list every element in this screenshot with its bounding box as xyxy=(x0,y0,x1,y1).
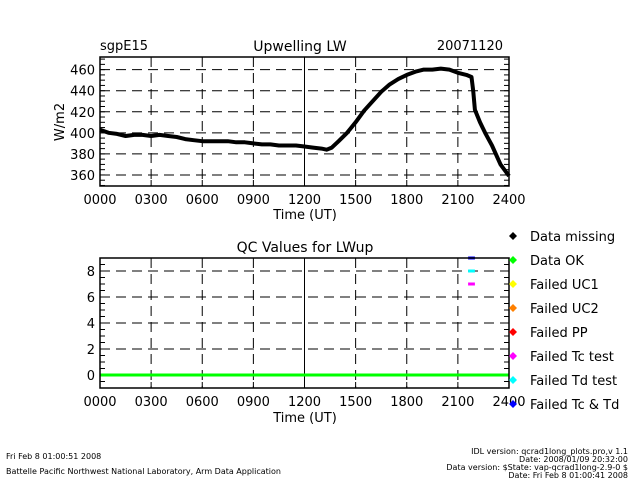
qc-frame xyxy=(99,257,510,389)
legend-label: Failed UC1 xyxy=(530,278,599,293)
top-x-tick-label: 0300 xyxy=(135,193,168,208)
footer-data-date: Date: Fri Feb 8 01:00:41 2008 xyxy=(508,471,628,480)
qc-legend: Data missing Data OK Failed UC1 Failed UC2 F… xyxy=(509,230,619,413)
qc-y-tick-label: 0 xyxy=(87,369,95,384)
top-x-tick-label: 2400 xyxy=(492,193,525,208)
footer-org: Battelle Pacific Northwest National Labo… xyxy=(6,467,281,476)
qc-x-tick-label: 0000 xyxy=(83,395,116,410)
qc-y-tick-label: 8 xyxy=(87,265,95,280)
legend-marker-icon xyxy=(509,256,517,264)
footer-idl-date: Date: 2008/01/09 20:32:00 xyxy=(519,455,628,464)
date-label: 20071120 xyxy=(437,39,503,54)
qc-x-tick-label: 0900 xyxy=(237,395,270,410)
top-plot: 0000 0300 0600 0900 1200 1500 1800 2100 2400 360 3… xyxy=(70,56,526,208)
top-frame xyxy=(99,56,510,187)
top-y-axis-label: W/m2 xyxy=(53,103,68,141)
series-lwup xyxy=(99,66,511,178)
legend-marker-icon xyxy=(509,400,517,408)
top-x-axis-label: Time (UT) xyxy=(272,208,337,223)
qc-x-tick-label: 1800 xyxy=(390,395,423,410)
legend-marker-icon xyxy=(509,328,517,336)
legend-label: Failed Tc & Td xyxy=(530,398,619,413)
qc-x-tick-label: 2100 xyxy=(441,395,474,410)
legend-label: Failed Td test xyxy=(530,374,617,389)
legend-marker-icon xyxy=(509,376,517,384)
legend-label: Data missing xyxy=(530,230,615,245)
top-y-tick-label: 440 xyxy=(70,85,95,100)
site-label: sgpE15 xyxy=(100,39,148,54)
legend-label: Failed PP xyxy=(530,326,588,341)
top-x-tick-label: 1200 xyxy=(288,193,321,208)
top-y-tick-label: 360 xyxy=(70,169,95,184)
top-chart-title: Upwelling LW xyxy=(253,39,347,55)
legend-marker-icon xyxy=(509,304,517,312)
legend-marker-icon xyxy=(509,352,517,360)
top-y-tick-label: 380 xyxy=(70,148,95,163)
legend-marker-icon xyxy=(509,232,517,240)
bottom-x-axis-label: Time (UT) xyxy=(272,411,337,426)
qc-x-tick-label: 1200 xyxy=(288,395,321,410)
qc-x-tick-label: 0300 xyxy=(135,395,168,410)
legend-label: Data OK xyxy=(530,254,584,269)
top-y-tick-label: 420 xyxy=(70,106,95,121)
top-x-tick-label: 1500 xyxy=(339,193,372,208)
legend-label: Failed Tc test xyxy=(530,350,614,365)
top-x-tick-label: 1800 xyxy=(390,193,423,208)
qc-plot: 0000 0300 0600 0900 1200 1500 1800 2100 2400 0 2 4 6… xyxy=(83,256,526,410)
qc-y-tick-label: 2 xyxy=(87,343,95,358)
legend-marker-icon xyxy=(509,280,517,288)
qc-x-tick-label: 2400 xyxy=(492,395,525,410)
qc-x-tick-label: 1500 xyxy=(339,395,372,410)
qc-y-tick-label: 6 xyxy=(87,291,95,306)
bottom-chart-title: QC Values for LWup xyxy=(237,240,374,256)
footer-timestamp: Fri Feb 8 01:00:51 2008 xyxy=(6,452,101,461)
top-x-tick-label: 0600 xyxy=(186,193,219,208)
footer-idl-version: IDL version: qcrad1long_plots.pro,v 1.1 xyxy=(471,447,628,456)
top-y-tick-label: 460 xyxy=(70,64,95,79)
qc-y-tick-label: 4 xyxy=(87,317,95,332)
footer-data-version: Data version: $State: vap-qcrad1long-2.9… xyxy=(446,463,628,472)
qc-x-tick-label: 0600 xyxy=(186,395,219,410)
top-x-tick-label: 0900 xyxy=(237,193,270,208)
top-y-tick-label: 400 xyxy=(70,127,95,142)
legend-label: Failed UC2 xyxy=(530,302,599,317)
top-x-tick-label: 2100 xyxy=(441,193,474,208)
top-x-tick-label: 0000 xyxy=(83,193,116,208)
